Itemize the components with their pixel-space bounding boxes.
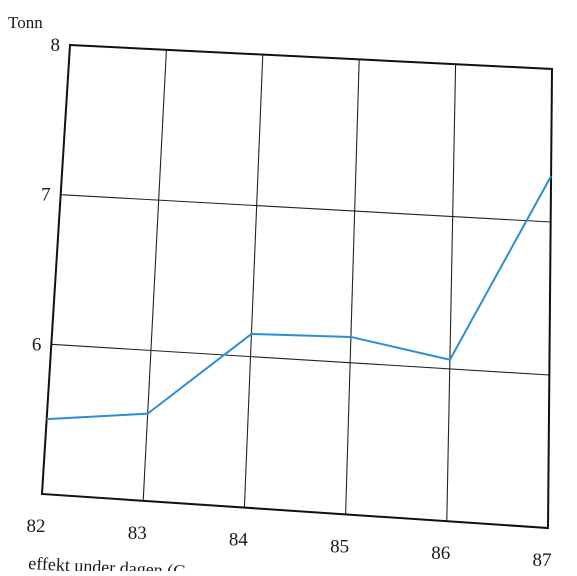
grid bbox=[51, 50, 550, 521]
y-tick-label: 8 bbox=[51, 35, 61, 56]
x-tick-label: 86 bbox=[431, 543, 450, 564]
y-tick-label: 7 bbox=[41, 185, 51, 206]
grid-line-vertical bbox=[143, 50, 166, 501]
y-axis-ticks: 6 7 8 bbox=[32, 35, 60, 355]
x-tick-label: 83 bbox=[128, 523, 147, 544]
y-axis-unit-label: Tonn bbox=[8, 13, 43, 32]
x-tick-label: 85 bbox=[330, 536, 349, 557]
plot-border bbox=[42, 45, 552, 528]
grid-line-vertical bbox=[447, 64, 456, 521]
grid-line-horizontal bbox=[51, 344, 549, 375]
x-tick-label: 84 bbox=[229, 530, 249, 551]
x-tick-label: 87 bbox=[533, 550, 552, 571]
y-tick-label: 6 bbox=[32, 334, 42, 355]
plot-frame bbox=[42, 45, 552, 528]
grid-line-vertical bbox=[346, 59, 360, 514]
x-tick-label: 82 bbox=[27, 516, 46, 537]
series-line bbox=[47, 176, 551, 419]
chart-caption: effekt under dagen (G bbox=[28, 553, 187, 571]
grid-line-horizontal bbox=[61, 195, 551, 222]
grid-line-vertical bbox=[244, 55, 262, 508]
series-layer bbox=[47, 176, 551, 419]
